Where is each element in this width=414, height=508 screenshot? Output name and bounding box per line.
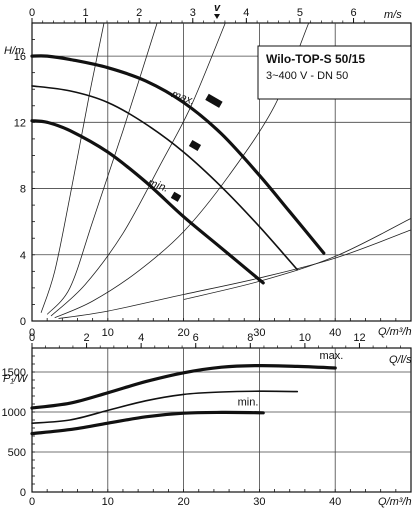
velocity-tick-label: 3 [190, 7, 196, 19]
power-x-axis-label: Q/m³/h [378, 496, 412, 508]
velocity-tick-label: 6 [350, 7, 356, 19]
flow-ls-axis-label: Q/l/s [389, 354, 412, 366]
power-max-label: max. [319, 350, 343, 362]
power-y-axis-label: P₁/W [3, 373, 29, 385]
power-min-label: min. [238, 397, 259, 409]
velocity-axis-label: m/s [384, 9, 402, 21]
flow-ls-tick-label: 8 [247, 332, 253, 344]
system-curve-line [50, 22, 226, 317]
operating-marker [170, 191, 182, 202]
system-curve-line [40, 22, 105, 313]
velocity-tick-label: 1 [83, 7, 89, 19]
pump-curve-line [30, 54, 326, 255]
power-x-tick-label: 0 [29, 496, 35, 508]
pump-model-subtitle: 3~400 V - DN 50 [266, 70, 348, 82]
power-x-tick-label: 40 [329, 496, 341, 508]
head-y-tick-label: 4 [20, 250, 26, 262]
system-curve-line [183, 218, 412, 300]
power-y-tick-label: 0 [20, 487, 26, 499]
power-x-tick-label: 10 [102, 496, 114, 508]
power-x-tick-label: 20 [177, 496, 189, 508]
operating-marker [205, 93, 223, 108]
system-curve-line [46, 22, 158, 315]
head-series: max.min. [30, 54, 326, 285]
velocity-axis-symbol: v [214, 2, 221, 14]
head-y-tick-label: 16 [14, 51, 26, 63]
velocity-tick-label: 4 [243, 7, 249, 19]
pump-curve-line [30, 119, 265, 285]
velocity-tick-label: 0 [29, 7, 35, 19]
velocity-tick-label: 5 [297, 7, 303, 19]
power-x-tick-label: 30 [253, 496, 265, 508]
head-y-tick-label: 8 [20, 184, 26, 196]
head-x-tick-label: 40 [329, 327, 341, 339]
operating-point-markers [170, 93, 223, 202]
head-x-tick-label: 20 [177, 327, 189, 339]
power-curve-line [31, 390, 299, 424]
operating-marker [188, 139, 202, 152]
max-curve-label: max. [170, 88, 197, 107]
flow-ls-tick-label: 12 [353, 332, 365, 344]
pump-info-box [257, 45, 412, 100]
flow-ls-tick-label: 6 [193, 332, 199, 344]
power-y-tick-label: 500 [8, 447, 26, 459]
head-x-tick-label: 30 [253, 327, 265, 339]
velocity-axis-arrow [214, 14, 220, 19]
head-y-tick-label: 0 [20, 316, 26, 328]
system-curve-line [58, 229, 412, 319]
power-curve-line [30, 363, 337, 410]
power-plot-frame [31, 347, 412, 493]
head-x-axis-label: Q/m³/h [378, 326, 412, 338]
power-chart-gridlines [32, 348, 411, 492]
power-y-tick-label: 1000 [2, 407, 26, 419]
pump-model-title: Wilo-TOP-S 50/15 [266, 52, 365, 66]
velocity-tick-label: 2 [136, 7, 142, 19]
head-y-tick-label: 12 [14, 117, 26, 129]
flow-ls-tick-label: 0 [29, 332, 35, 344]
power-series: max. min. [30, 350, 343, 436]
head-y-axis-label: H/m [4, 45, 24, 57]
power-curve-line [30, 410, 265, 436]
flow-ls-tick-label: 2 [84, 332, 90, 344]
flow-ls-tick-label: 10 [299, 332, 311, 344]
flow-ls-tick-label: 4 [138, 332, 144, 344]
power-chart-ticks: 0 10 20 30 40 0 500 1000 1500 0 2 4 6 8 10 12 [2, 332, 412, 508]
head-x-tick-label: 0 [29, 327, 35, 339]
head-x-tick-label: 10 [102, 327, 114, 339]
pump-curve-line [31, 85, 299, 271]
power-y-tick-label: 1500 [2, 367, 26, 379]
